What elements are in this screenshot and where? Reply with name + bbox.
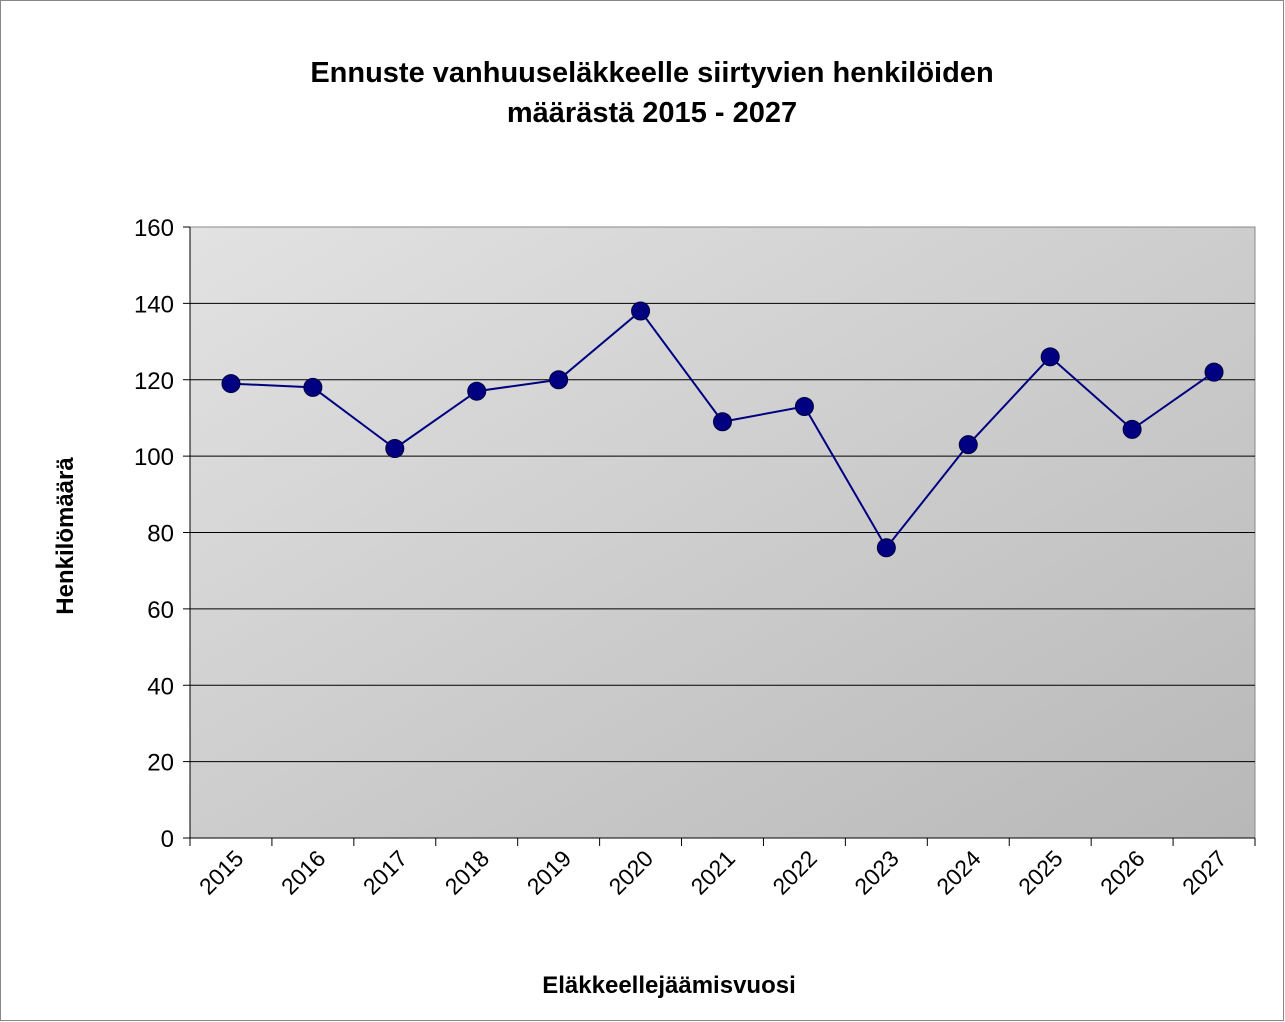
data-point [713,412,732,432]
data-point [385,438,405,458]
data-point [631,301,651,321]
y-tick-label: 120 [134,368,174,395]
data-point [303,377,323,397]
data-point [794,396,814,416]
chart-title: määrästä 2015 - 2027 [507,97,797,129]
data-point [467,381,487,401]
y-tick-label: 160 [134,215,174,242]
data-point [876,538,896,558]
chart-title: Ennuste vanhuuseläkkeelle siirtyvien hen… [310,57,993,89]
y-tick-label: 20 [147,750,174,777]
data-point [1122,419,1142,439]
y-tick-label: 100 [134,444,174,471]
data-point [549,370,569,390]
y-tick-label: 40 [147,673,174,700]
y-tick-label: 140 [134,291,174,318]
y-tick-label: 60 [147,597,174,624]
data-point [958,435,978,455]
data-point [1204,362,1224,382]
data-point [1040,347,1060,367]
y-axis-title: Henkilömäärä [52,457,79,615]
data-point [221,374,241,394]
x-axis-title: Eläkkeellejäämisvuosi [542,972,796,999]
y-tick-label: 80 [147,521,174,548]
y-tick-label: 0 [161,826,174,853]
